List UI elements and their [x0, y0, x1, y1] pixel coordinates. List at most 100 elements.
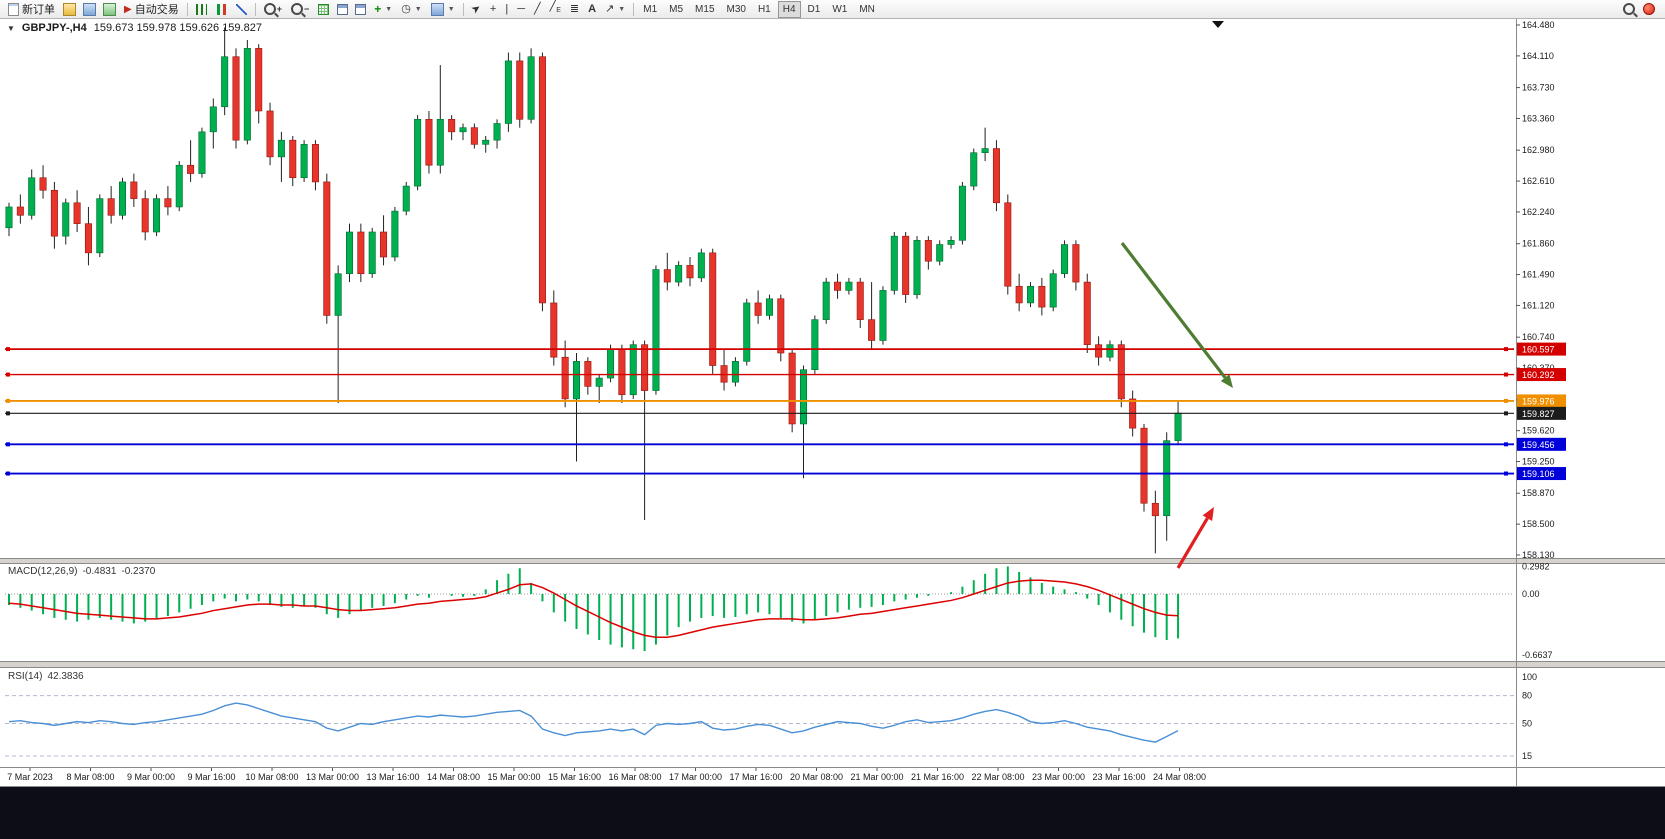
- timeframe-button-MN[interactable]: MN: [859, 3, 875, 15]
- fibonacci-tool-icon[interactable]: ≣: [569, 2, 580, 15]
- line-handle[interactable]: [6, 411, 10, 416]
- toolbar-separator: [462, 2, 464, 16]
- plus-sign: +: [276, 4, 282, 14]
- market-watch-icon[interactable]: [63, 2, 76, 16]
- chart-symbol-title: GBPJPY-,H4: [21, 22, 87, 34]
- line-handle[interactable]: [6, 442, 10, 447]
- line-handle[interactable]: [1504, 347, 1508, 352]
- candle-body: [1095, 344, 1103, 358]
- tile-windows-icon[interactable]: [337, 3, 349, 15]
- timeframe-button-M1[interactable]: M1: [643, 3, 658, 15]
- line-handle[interactable]: [6, 471, 10, 476]
- new-order-icon: [8, 2, 19, 16]
- price-axis-label: 159.250: [1522, 457, 1555, 467]
- notifications-icon[interactable]: [1643, 3, 1655, 15]
- grid-toggle-icon[interactable]: [318, 3, 330, 15]
- candle-body: [572, 361, 580, 400]
- chart-shift-marker-icon[interactable]: [1212, 21, 1224, 28]
- candlestick-chart-icon[interactable]: [215, 3, 227, 15]
- text-tool-icon[interactable]: A: [588, 2, 597, 15]
- chevron-down-icon: ▼: [385, 5, 393, 13]
- trend-arrow-up[interactable]: [1176, 517, 1209, 569]
- template-button[interactable]: ▼: [427, 1, 459, 18]
- line-handle[interactable]: [1504, 398, 1508, 403]
- candle-body: [709, 252, 717, 366]
- timeframe-buttons: M1 M5 M15 M30 H1 H4 D1 W1 MN: [638, 0, 880, 18]
- candle-body: [482, 139, 490, 145]
- time-axis-label: 9 Mar 00:00: [127, 772, 175, 782]
- bar-chart-icon[interactable]: [195, 3, 207, 15]
- time-axis-label: 22 Mar 08:00: [971, 772, 1024, 782]
- time-axis-label: 15 Mar 16:00: [548, 772, 601, 782]
- cascade-windows-icon[interactable]: [355, 3, 367, 15]
- trend-arrow-down[interactable]: [1220, 374, 1233, 388]
- timeframe-button-M15[interactable]: M15: [695, 3, 715, 15]
- time-axis-label: 17 Mar 16:00: [729, 772, 782, 782]
- timeframe-button-M5[interactable]: M5: [669, 3, 684, 15]
- timeframe-button-W1[interactable]: W1: [832, 3, 848, 15]
- time-axis-label: 13 Mar 16:00: [366, 772, 419, 782]
- timeframe-button-H4[interactable]: H4: [777, 0, 801, 18]
- auto-trading-label: 自动交易: [134, 4, 179, 16]
- candle-body: [323, 181, 331, 316]
- time-axis-label: 13 Mar 00:00: [306, 772, 359, 782]
- candle-body: [845, 281, 853, 291]
- candle-body: [198, 131, 206, 174]
- candle-body: [289, 139, 297, 179]
- price-axis-label: 163.360: [1522, 113, 1555, 123]
- candle-body: [675, 265, 683, 283]
- cursor-tool-icon[interactable]: ➤: [468, 1, 484, 17]
- candle-body: [153, 198, 161, 233]
- trend-arrow-up[interactable]: [1202, 507, 1214, 521]
- panel-divider[interactable]: [0, 559, 1665, 563]
- candle-body: [504, 60, 512, 124]
- timeframe-button-D1[interactable]: D1: [807, 3, 821, 15]
- price-tag: [1517, 467, 1566, 481]
- crosshair-tool-icon[interactable]: +: [489, 2, 497, 15]
- channel-tool-icon[interactable]: ╱E: [549, 0, 561, 15]
- candle-body: [391, 210, 399, 258]
- data-window-icon[interactable]: [83, 2, 96, 16]
- line-handle[interactable]: [6, 372, 10, 377]
- vertical-line-tool-icon[interactable]: |: [505, 2, 509, 15]
- period-button[interactable]: ◷ ▼: [397, 1, 426, 18]
- macd-axis-label: -0.6637: [1522, 650, 1553, 660]
- line-handle[interactable]: [6, 398, 10, 403]
- add-indicator-button[interactable]: + ▼: [370, 1, 396, 18]
- candle-body: [788, 352, 796, 425]
- line-chart-icon[interactable]: [235, 3, 247, 15]
- trend-arrow-down[interactable]: [1120, 242, 1227, 379]
- chart-collapse-icon[interactable]: ▼: [7, 23, 15, 33]
- line-handle[interactable]: [1504, 372, 1508, 377]
- zoom-in-button[interactable]: +: [260, 1, 286, 18]
- line-handle[interactable]: [1504, 442, 1508, 447]
- line-handle[interactable]: [1504, 411, 1508, 416]
- line-handle[interactable]: [1504, 471, 1508, 476]
- line-handle[interactable]: [6, 347, 10, 352]
- new-order-label: 新订单: [22, 4, 55, 16]
- candle-body: [527, 56, 535, 120]
- candle-body: [141, 198, 149, 233]
- timeframe-button-M30[interactable]: M30: [726, 3, 746, 15]
- candle-body: [175, 164, 183, 208]
- candle-body: [221, 56, 229, 108]
- new-order-button[interactable]: 新订单: [4, 1, 59, 18]
- candle-body: [1151, 502, 1159, 517]
- timeframe-button-H1[interactable]: H1: [757, 3, 771, 15]
- panel-divider[interactable]: [0, 662, 1665, 667]
- arrows-tool-button[interactable]: ↗ ▼: [601, 1, 629, 18]
- candle-body: [1004, 202, 1012, 287]
- navigator-icon[interactable]: [103, 2, 116, 16]
- candle-body: [538, 56, 546, 304]
- trendline-tool-icon[interactable]: ╱: [533, 2, 541, 15]
- search-icon[interactable]: [1623, 3, 1635, 15]
- toolbar: 新订单 ▶ 自动交易 + − + ▼ ◷ ▼ ▼ ➤: [0, 0, 1665, 19]
- time-axis-label: 9 Mar 16:00: [187, 772, 235, 782]
- auto-trading-button[interactable]: ▶ 自动交易: [120, 1, 183, 18]
- horizontal-line-tool-icon[interactable]: ─: [517, 2, 525, 15]
- zoom-out-button[interactable]: −: [287, 1, 313, 18]
- price-tag: [1517, 437, 1566, 451]
- candle-body: [130, 181, 138, 199]
